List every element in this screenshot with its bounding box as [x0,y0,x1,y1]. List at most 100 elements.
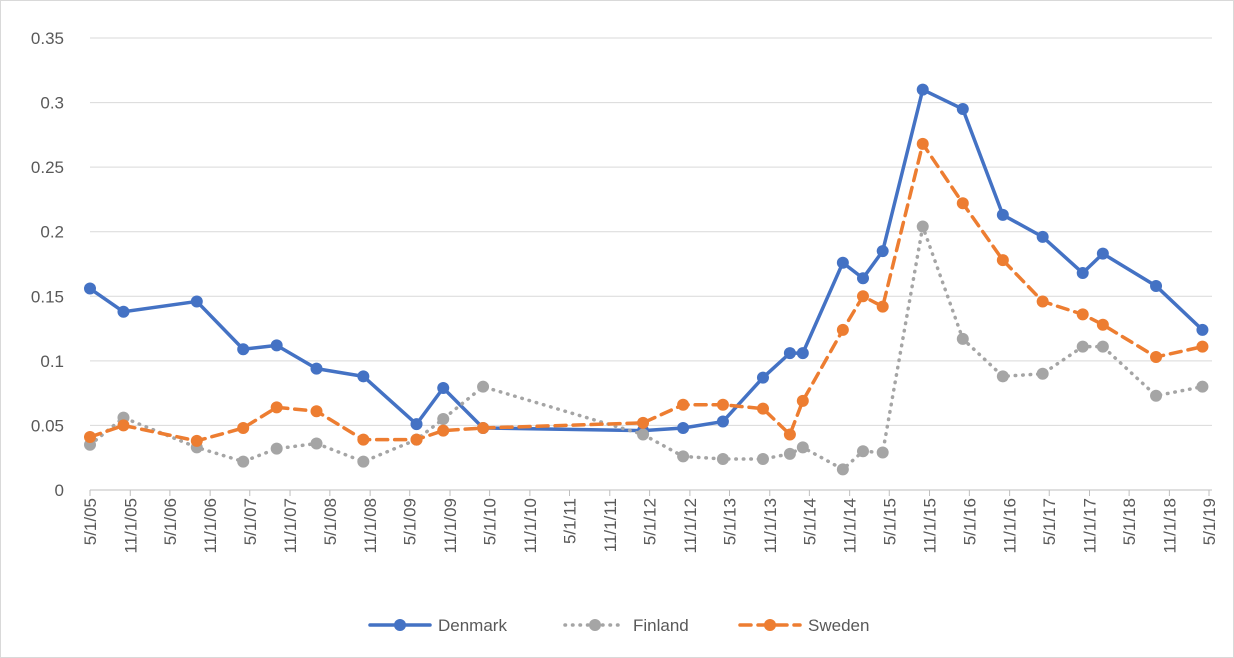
y-tick-label: 0.35 [31,29,64,48]
legend-label: Sweden [808,616,869,635]
point-marker [410,418,423,431]
point-marker [796,394,809,407]
x-tick-label: 11/1/14 [841,498,860,553]
x-tick-label: 5/1/06 [161,498,180,545]
point-marker [477,380,490,393]
legend-item: Finland [563,616,689,635]
x-tick-label: 11/1/17 [1081,498,1100,553]
x-tick-label: 11/1/12 [681,498,700,553]
point-marker [856,272,869,285]
y-tick-label: 0.1 [40,352,64,371]
legend-marker [764,619,776,631]
point-marker [916,220,929,233]
point-marker [637,428,650,441]
point-marker [956,197,969,210]
y-tick-label: 0.25 [31,158,64,177]
point-marker [756,402,769,415]
series-line [88,142,1205,443]
point-marker [876,245,889,258]
x-tick-label: 5/1/05 [81,498,100,545]
point-marker [716,398,729,411]
point-marker [410,433,423,446]
point-marker [876,446,889,459]
point-marker [1036,367,1049,380]
x-tick-label: 5/1/11 [561,498,580,544]
point-marker [357,370,370,383]
x-tick-label: 5/1/14 [800,498,819,545]
point-marker [856,290,869,303]
point-marker [996,370,1009,383]
x-tick-label: 11/1/15 [921,498,940,553]
point-marker [836,463,849,476]
legend-marker [394,619,406,631]
y-tick-label: 0.3 [40,94,64,113]
x-tick-label: 11/1/08 [361,498,380,553]
point-marker [270,442,283,455]
point-marker [677,422,690,435]
point-marker [996,254,1009,267]
x-tick-label: 5/1/10 [481,498,500,545]
point-marker [310,437,323,450]
y-tick-label: 0 [55,481,64,500]
point-marker [1150,389,1163,402]
point-marker [237,455,250,468]
x-tick-label: 11/1/13 [761,498,780,553]
point-marker [836,256,849,269]
x-tick-label: 5/1/17 [1040,498,1059,545]
point-marker [1196,380,1209,393]
point-marker [856,445,869,458]
point-marker [1076,308,1089,321]
y-tick-label: 0.2 [40,223,64,242]
point-marker [190,295,203,308]
point-marker [716,453,729,466]
point-marker [357,455,370,468]
x-tick-label: 5/1/13 [720,498,739,545]
point-marker [310,405,323,418]
point-marker [357,433,370,446]
x-tick-label: 5/1/16 [960,498,979,545]
point-marker [1196,323,1209,336]
x-tick-label: 5/1/12 [641,498,660,545]
point-marker [756,371,769,384]
point-marker [477,422,490,435]
point-marker [783,447,796,460]
point-marker [1036,295,1049,308]
x-tick-label: 11/1/16 [1001,498,1020,553]
point-marker [677,450,690,463]
point-marker [956,332,969,345]
point-marker [796,441,809,454]
point-marker [836,323,849,336]
point-marker [1076,267,1089,280]
series-line [88,224,1205,472]
x-tick-label: 5/1/09 [401,498,420,545]
point-marker [1196,340,1209,353]
point-marker [84,282,96,295]
point-marker [756,453,769,466]
point-marker [1150,350,1163,363]
point-marker [1096,340,1109,353]
point-marker [783,428,796,441]
y-tick-label: 0.15 [31,287,64,306]
legend-label: Finland [633,616,689,635]
legend-item: Denmark [368,616,507,635]
point-marker [270,401,283,414]
point-marker [677,398,690,411]
point-marker [84,431,96,444]
point-marker [190,434,203,447]
x-tick-label: 11/1/18 [1160,498,1179,553]
legend-label: Denmark [438,616,507,635]
y-tick-label: 0.05 [31,416,64,435]
point-marker [1076,340,1089,353]
x-tick-label: 11/1/05 [121,498,140,553]
point-marker [437,424,450,437]
legend-item: Sweden [738,616,869,635]
point-marker [916,137,929,150]
x-tick-label: 11/1/07 [281,498,300,553]
point-marker [437,412,450,425]
point-marker [1096,318,1109,331]
x-tick-label: 5/1/18 [1120,498,1139,545]
point-marker [1096,247,1109,260]
point-marker [117,419,130,432]
point-marker [876,300,889,313]
